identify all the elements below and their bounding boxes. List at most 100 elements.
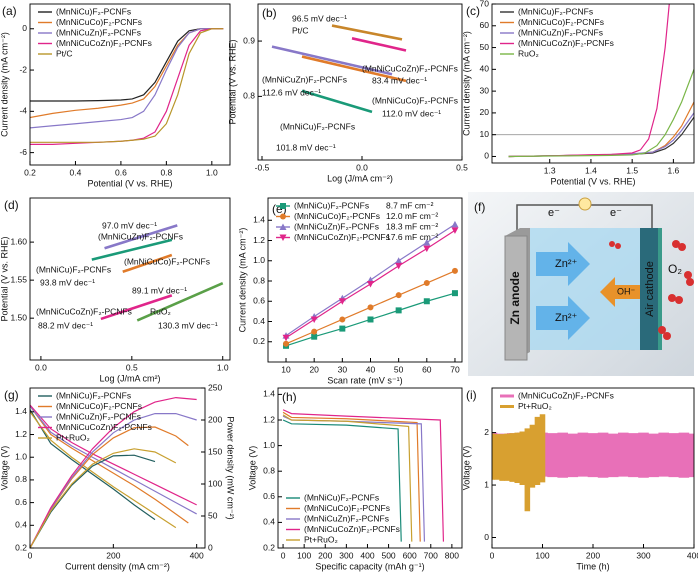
- y2-tick-label: 50: [208, 510, 218, 520]
- legend-label: (MnNiCuCoZn)F₂-PCNFs: [518, 38, 614, 48]
- plot: [30, 396, 197, 548]
- series-annotation: (MnNiCuZn)F₂-PCNFs: [98, 231, 183, 241]
- legend-label: (MnNiCu)F₂-PCNFs: [56, 6, 131, 16]
- marker: [423, 239, 431, 246]
- marker: [283, 340, 290, 347]
- panel-label: (b): [262, 6, 277, 20]
- marker: [311, 328, 318, 335]
- legend-value: 18.3 mF cm⁻²: [386, 221, 438, 231]
- x-tick-label: 0.6: [115, 167, 127, 177]
- x-tick-label: 0.4: [70, 167, 82, 177]
- y-axis-label: Potential (V vs. RHE): [0, 236, 9, 321]
- legend-label: (MnNiCuZn)F₂-PCNFs: [294, 221, 379, 231]
- marker: [451, 227, 459, 234]
- legend-label: RuO₂: [518, 48, 539, 58]
- y-axis-label: Voltage (V): [461, 446, 471, 491]
- plot-frame: [29, 3, 231, 166]
- y-axis-label: Voltage (V): [0, 446, 9, 491]
- plot: [492, 414, 694, 512]
- y-tick-label: 1.2: [253, 235, 265, 245]
- x-tick-label: 200: [106, 550, 120, 560]
- y2-axis-label: Power density (mW cm⁻²): [226, 416, 236, 519]
- x-tick-label: 30: [338, 364, 348, 374]
- y-tick-label: 0: [484, 532, 489, 542]
- y-tick-label: 1.0: [263, 440, 275, 450]
- legend-label: (MnNiCuCoZn)F₂-PCNFs: [56, 422, 152, 432]
- marker: [451, 267, 458, 274]
- y-tick-label: 0.4: [253, 316, 265, 326]
- legend-label: (MnNiCuCoZn)F₂-PCNFs: [56, 38, 152, 48]
- legend-marker: [280, 203, 286, 209]
- x-tick-label: 400: [687, 550, 698, 560]
- y-tick-label: 1.2: [263, 414, 275, 424]
- slope-annotation: 101.8 mV dec⁻¹: [276, 142, 336, 152]
- x-tick-label: 20: [309, 364, 319, 374]
- legend-label: (MnNiCuZn)F₂-PCNFs: [304, 513, 389, 523]
- legend-marker: [279, 234, 287, 241]
- series-line: [508, 69, 694, 158]
- y-tick-label: 0.2: [15, 542, 27, 552]
- marker: [395, 257, 403, 264]
- x-tick-label: 200: [318, 550, 332, 560]
- y2-tick-label: 150: [208, 446, 222, 456]
- ion-label: Zn²⁺: [555, 312, 578, 324]
- hydroxide-arrow: [600, 277, 640, 307]
- series-line: [282, 414, 413, 542]
- y2-tick-label: 100: [208, 478, 222, 488]
- y-tick-label: 40: [480, 64, 490, 74]
- y-tick-label: 1.2: [15, 429, 27, 439]
- x-tick-label: 400: [360, 550, 374, 560]
- slope-annotation: 88.2 mV dec⁻¹: [38, 320, 93, 330]
- legend-label: (MnNiCu)F₂-PCNFs: [56, 390, 131, 400]
- series-annotation: (MnNiCu)F₂-PCNFs: [280, 121, 355, 131]
- marker: [451, 290, 458, 297]
- x-axis-label: Log (J/mA cm⁻²): [327, 173, 393, 183]
- slope-annotation: 83.4 mV dec⁻¹: [372, 75, 427, 85]
- plot-frame: [267, 197, 463, 363]
- y-tick-label: 0.2: [263, 542, 275, 552]
- y-tick-label: 0: [22, 23, 27, 33]
- y-tick-label: 0.8: [263, 465, 275, 475]
- y-tick-label: 1.4: [253, 215, 265, 225]
- series-annotation: (MnNiCuCoZn)F₂-PCNFs: [362, 63, 458, 73]
- legend-label: (MnNiCu)F₂-PCNFs: [294, 200, 369, 210]
- legend-value: 8.7 mF cm⁻²: [386, 200, 434, 210]
- series-line: [282, 411, 421, 542]
- marker: [423, 245, 431, 253]
- y-tick-label: 1.55: [10, 274, 27, 284]
- legend-label: Pt+RuO₂: [304, 534, 338, 544]
- x-tick-label: 60: [422, 364, 432, 374]
- y2-tick-label: 0: [208, 542, 213, 552]
- y2-tick-label: 250: [208, 382, 222, 392]
- slope-annotation: 112.0 mV dec⁻¹: [382, 108, 441, 118]
- x-tick-label: 0.0: [356, 162, 368, 172]
- slope-annotation: 89.1 mV dec⁻¹: [132, 285, 187, 295]
- series-annotation: RuO₂: [150, 306, 171, 316]
- series-annotation: (MnNiCuZn)F₂-PCNFs: [262, 74, 347, 84]
- legend-label: Pt+RuO₂: [56, 432, 90, 442]
- x-axis-label: Scan rate (mV s⁻¹): [327, 375, 402, 385]
- series-line: [136, 281, 224, 322]
- plot-frame: [29, 387, 206, 549]
- oxygen-label: O₂: [668, 262, 682, 276]
- series-line: [30, 405, 197, 515]
- plot-frame: [29, 197, 231, 361]
- x-tick-label: 10: [281, 364, 291, 374]
- slope-annotation: 96.5 mV dec⁻¹: [292, 13, 347, 23]
- ion-label: Zn²⁺: [555, 258, 578, 270]
- y-tick-label: 0.6: [253, 296, 265, 306]
- y-tick-label: 1.60: [10, 236, 27, 246]
- x-axis-label: Current density (mA cm⁻²): [65, 561, 170, 571]
- y-tick-label: 1.4: [15, 406, 27, 416]
- marker: [367, 316, 374, 323]
- series-line: [282, 419, 402, 542]
- ion-arrow: [536, 296, 590, 340]
- legend-label: (MnNiCuCo)F₂-PCNFs: [518, 17, 604, 27]
- y-tick-label: 0: [484, 151, 489, 161]
- series-line: [91, 238, 173, 261]
- y-tick-label: 30: [480, 85, 490, 95]
- y-tick-label: 1.50: [10, 312, 27, 322]
- marker: [339, 316, 346, 323]
- plot: [271, 24, 407, 114]
